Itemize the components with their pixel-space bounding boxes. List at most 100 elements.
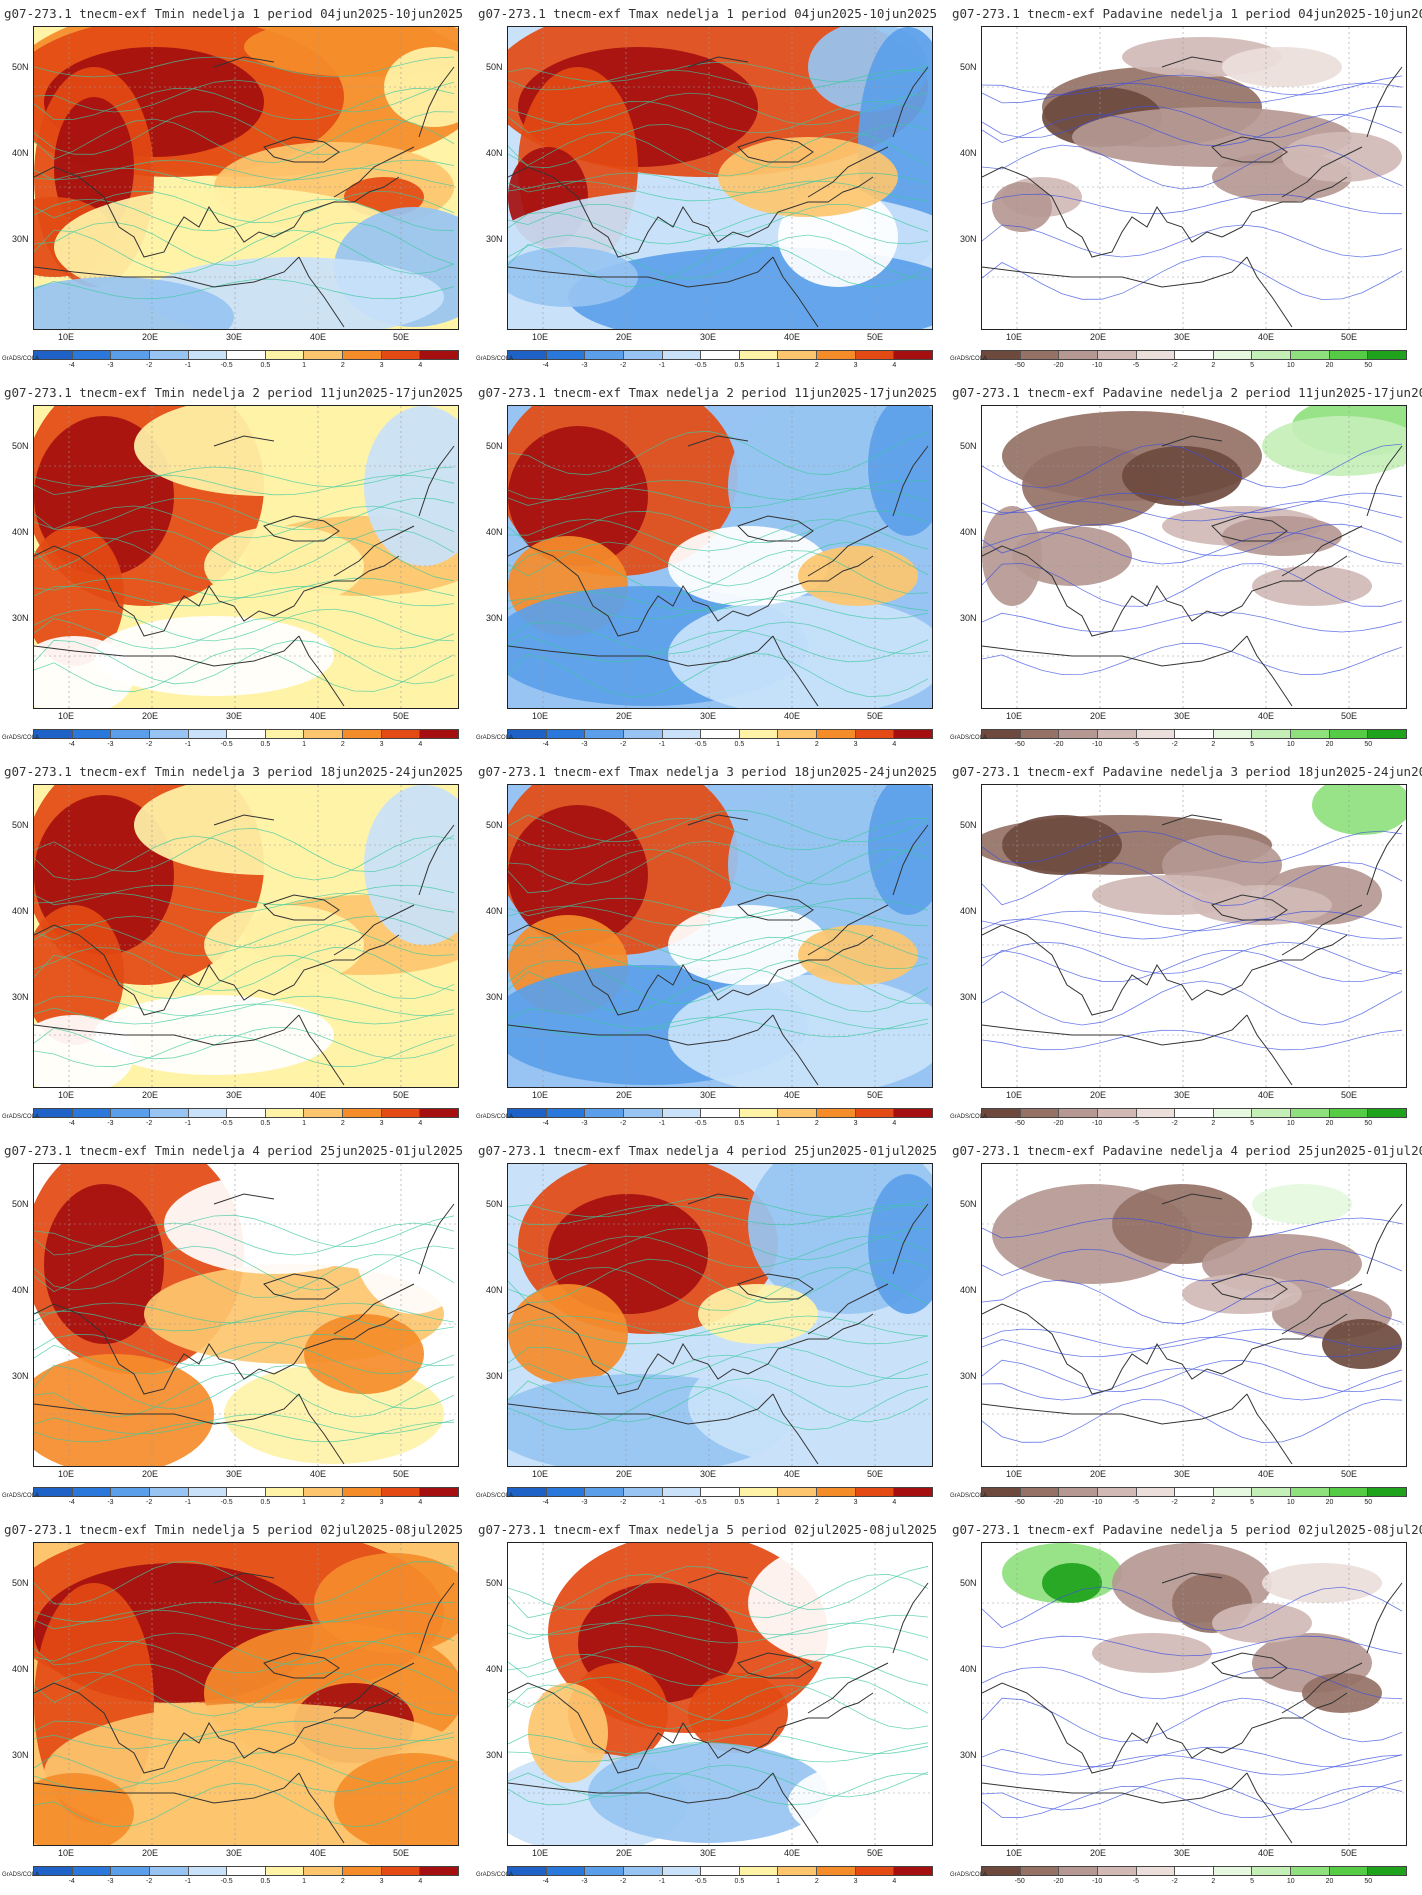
coastline xyxy=(263,1273,340,1300)
coastline xyxy=(34,924,275,1016)
anomaly-map xyxy=(981,1163,1407,1467)
panel-title: g07-273.1 tnecm-exf Tmax nedelja 2 perio… xyxy=(478,385,938,400)
grads-credit: GrADS/COLA xyxy=(476,1493,514,1499)
map-canvas xyxy=(34,27,458,329)
colorbar-swatch xyxy=(701,351,740,359)
anomaly-region xyxy=(1182,1274,1302,1314)
isoline xyxy=(982,1328,1403,1350)
longitude-label: 30E xyxy=(1174,1090,1191,1100)
coastline xyxy=(892,445,929,517)
coastline xyxy=(1211,894,1288,921)
colorbar-tick-label: -3 xyxy=(107,741,114,748)
isoline xyxy=(34,229,455,275)
coastline xyxy=(892,824,929,896)
latitude-label: 50N xyxy=(486,62,503,72)
colorbar-tick-label: 0.5 xyxy=(260,1120,271,1127)
colorbar-tick-label: -0.5 xyxy=(694,1120,707,1127)
longitude-label: 40E xyxy=(1258,1090,1275,1100)
coastline xyxy=(263,894,340,921)
isoline xyxy=(34,1561,455,1606)
colorbar-swatch xyxy=(343,1109,382,1117)
colorbar-tick-label: 3 xyxy=(379,1878,384,1885)
colorbar xyxy=(507,1866,933,1876)
coastline xyxy=(1221,934,1348,996)
colorbar-tick-label: -3 xyxy=(107,1878,114,1885)
anomaly-map xyxy=(981,405,1407,709)
colorbar-swatch xyxy=(227,1109,266,1117)
colorbar-tick-label: -20 xyxy=(1053,1120,1064,1127)
colorbar-tick-label: -2 xyxy=(146,1499,153,1506)
colorbar-swatch xyxy=(1097,1488,1137,1496)
colorbar-tick-label: 2 xyxy=(814,362,819,369)
colorbar-swatch xyxy=(508,1109,547,1117)
colorbar-tick-label: -10 xyxy=(1092,1499,1103,1506)
isoline xyxy=(508,1653,929,1687)
panel-title: g07-273.1 tnecm-exf Tmax nedelja 3 perio… xyxy=(478,764,938,779)
colorbar-swatch xyxy=(1097,1109,1137,1117)
coastline xyxy=(772,1772,819,1844)
colorbar-swatch xyxy=(227,730,266,738)
coastline xyxy=(1211,515,1288,542)
coastline xyxy=(1221,1692,1348,1754)
colorbar-tick-label: 2 xyxy=(340,362,345,369)
anomaly-map xyxy=(33,1542,459,1846)
coastline xyxy=(333,525,415,577)
panel-title: g07-273.1 tnecm-exf Tmax nedelja 5 perio… xyxy=(478,1522,938,1537)
isoline xyxy=(508,211,929,245)
coastline xyxy=(982,635,1248,667)
colorbar-tick-label: 2 xyxy=(340,1120,345,1127)
colorbar-tick-label: 4 xyxy=(892,362,897,369)
coastline xyxy=(333,1283,415,1335)
isoline xyxy=(508,1196,929,1218)
colorbar xyxy=(981,1487,1407,1497)
colorbar-tick-label: 4 xyxy=(892,741,897,748)
coastline xyxy=(34,545,275,637)
isoline xyxy=(982,523,1403,557)
longitude-label: 30E xyxy=(226,1848,243,1858)
isoline xyxy=(982,492,1403,514)
isoline xyxy=(34,648,455,693)
colorbar-tick-label: -4 xyxy=(68,741,75,748)
colorbar-tick-label: -0.5 xyxy=(220,741,233,748)
colorbar-swatch xyxy=(1020,1867,1060,1875)
isoline xyxy=(34,278,455,300)
isoline xyxy=(982,949,1403,983)
isoline xyxy=(508,967,929,1013)
colorbar-swatch xyxy=(343,730,382,738)
longitude-label: 50E xyxy=(1341,711,1358,721)
isoline xyxy=(508,1385,929,1431)
longitude-label: 20E xyxy=(1090,1848,1107,1858)
isoline xyxy=(34,56,455,78)
colorbar-tick-label: -4 xyxy=(542,741,549,748)
anomaly-region xyxy=(1302,1673,1382,1713)
colorbar-swatch xyxy=(817,730,856,738)
coastline xyxy=(508,1682,749,1774)
colorbar-swatch xyxy=(188,730,228,738)
anomaly-region xyxy=(1092,1633,1212,1673)
colorbar-swatch xyxy=(343,1867,382,1875)
map-panel-week-5-tmin: g07-273.1 tnecm-exf Tmin nedelja 5 perio… xyxy=(0,1516,474,1895)
isoline xyxy=(508,621,929,655)
isoline xyxy=(982,1336,1403,1358)
isoline xyxy=(34,118,455,164)
colorbar-swatch xyxy=(1368,1488,1407,1496)
coastline xyxy=(1281,146,1363,198)
isoline xyxy=(982,941,1403,975)
latitude-label: 40N xyxy=(12,148,29,158)
longitude-label: 30E xyxy=(700,1848,717,1858)
coastline xyxy=(737,1273,814,1300)
anomaly-region xyxy=(1222,47,1342,87)
anomaly-region xyxy=(688,1673,788,1753)
longitude-label: 20E xyxy=(1090,332,1107,342)
grads-credit: GrADS/COLA xyxy=(950,1493,988,1499)
panel-title: g07-273.1 tnecm-exf Tmin nedelja 2 perio… xyxy=(4,385,464,400)
map-panel-week-3-tmax: g07-273.1 tnecm-exf Tmax nedelja 3 perio… xyxy=(474,758,948,1137)
colorbar-tick-label: 20 xyxy=(1325,1878,1334,1885)
anomaly-region xyxy=(364,406,458,566)
isoline xyxy=(34,159,455,181)
coastline xyxy=(1366,824,1403,896)
longitude-label: 40E xyxy=(1258,711,1275,721)
isoline xyxy=(508,1565,929,1611)
longitude-label: 10E xyxy=(58,1090,75,1100)
colorbar-swatch xyxy=(546,730,586,738)
